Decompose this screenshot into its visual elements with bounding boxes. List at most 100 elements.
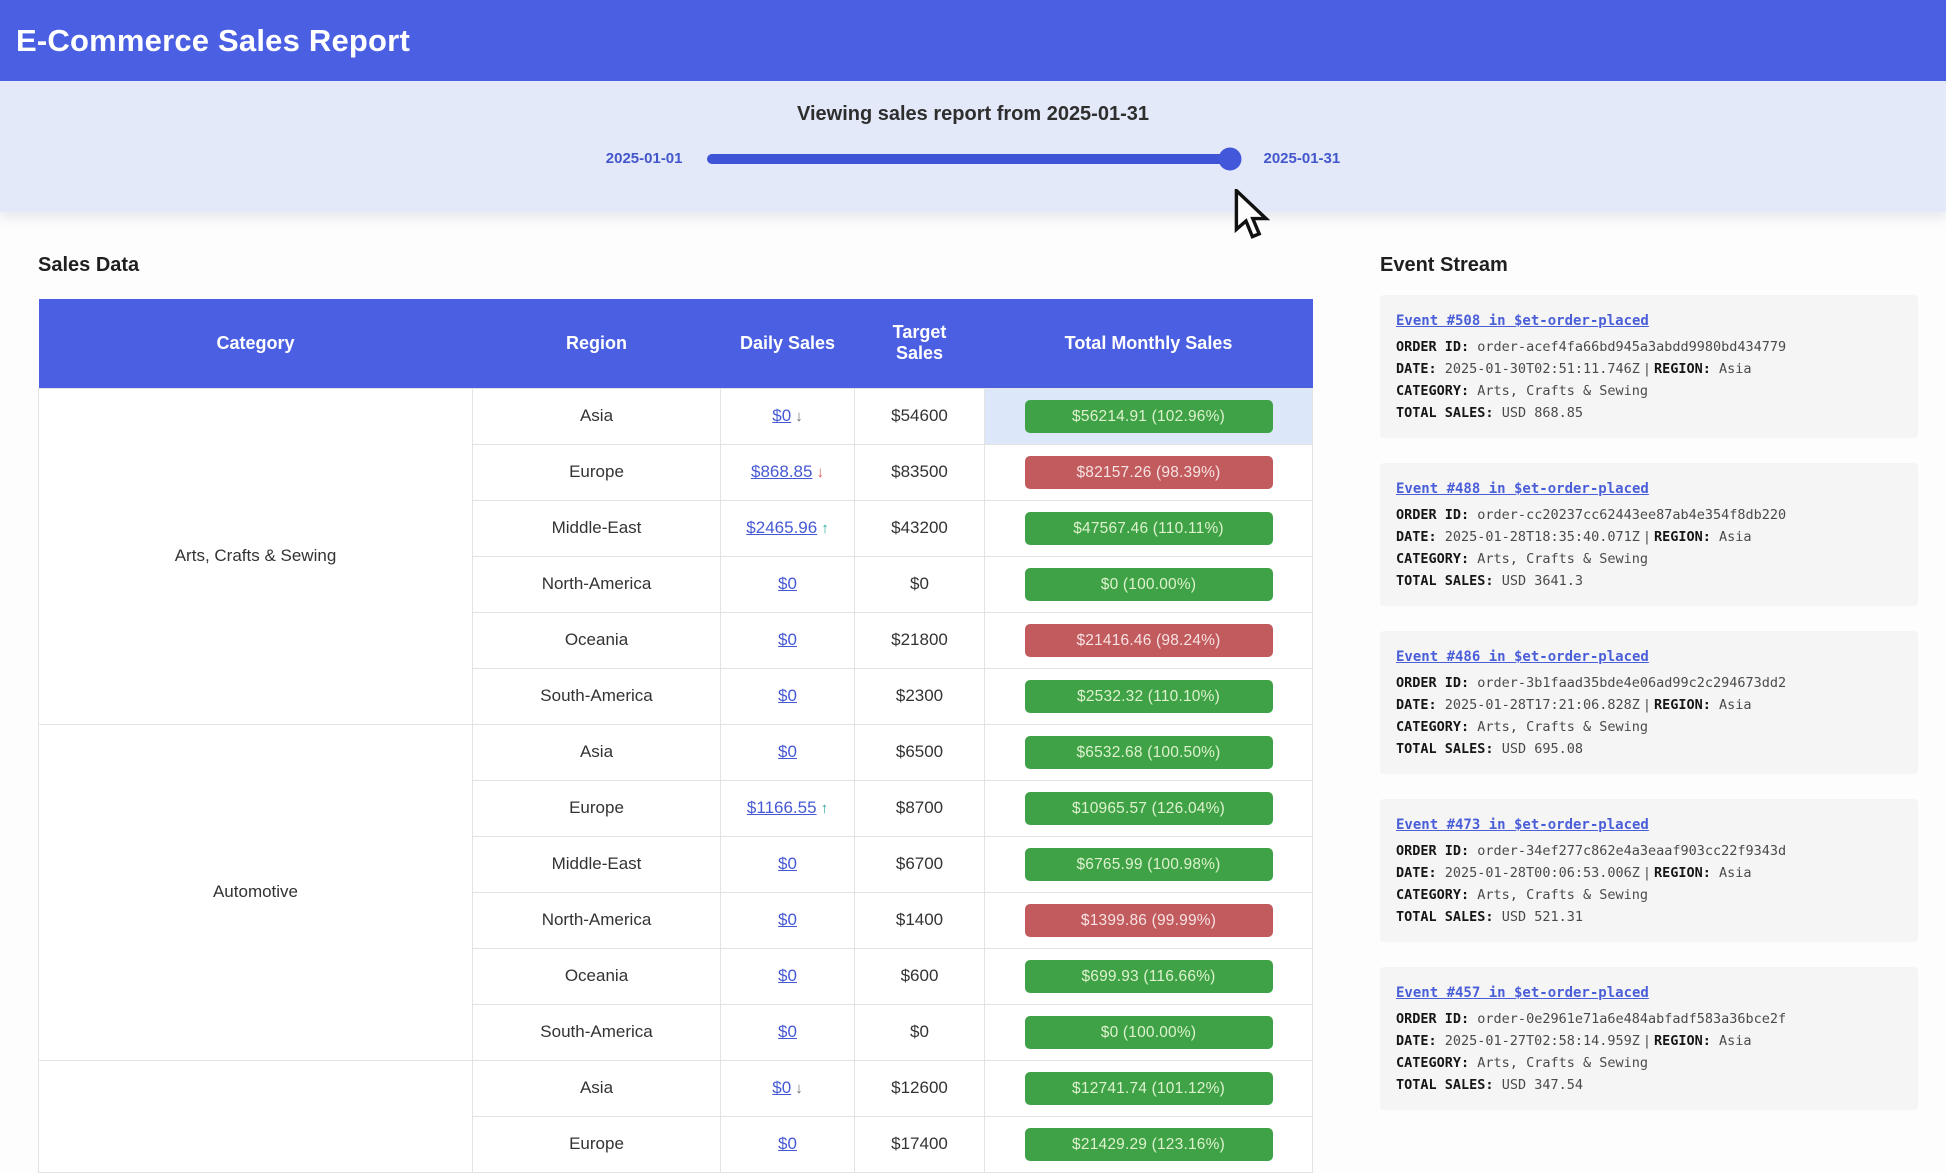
total-sales-cell: $21429.29 (123.16%) <box>984 1115 1313 1173</box>
target-sales-cell: $600 <box>854 947 985 1005</box>
total-sales-cell: $0 (100.00%) <box>984 555 1313 613</box>
event-card: Event #473 in $et-order-placed ORDER ID:… <box>1380 799 1918 942</box>
total-sales-badge: $0 (100.00%) <box>1024 567 1273 601</box>
region-cell: North-America <box>472 555 721 613</box>
total-sales-cell: $82157.26 (98.39%) <box>984 443 1313 501</box>
total-sales-cell: $10965.57 (126.04%) <box>984 779 1313 837</box>
region-cell: Europe <box>472 779 721 837</box>
sales-section: Sales Data Category Region Daily Sales T… <box>38 212 1313 1173</box>
total-sales-cell: $699.93 (116.66%) <box>984 947 1313 1005</box>
total-sales-badge: $6532.68 (100.50%) <box>1024 735 1273 769</box>
col-header-target-sales: Target Sales <box>854 299 985 388</box>
table-row: Automotive Asia $0 $6500 $6532.68 (100.5… <box>38 723 1313 1061</box>
target-sales-cell: $6500 <box>854 723 985 781</box>
region-cell: North-America <box>472 891 721 949</box>
category-value: Arts, Crafts & Sewing <box>1477 383 1648 399</box>
slider-max-label: 2025-01-31 <box>1263 150 1341 167</box>
daily-sales-link[interactable]: $0 <box>778 630 797 649</box>
target-sales-cell: $0 <box>854 1003 985 1061</box>
total-sales-cell: $6532.68 (100.50%) <box>984 723 1313 781</box>
total-sales-badge: $10965.57 (126.04%) <box>1024 791 1273 825</box>
event-link[interactable]: Event #486 in $et-order-placed <box>1396 649 1649 665</box>
total-sales-cell: $6765.99 (100.98%) <box>984 835 1313 893</box>
target-sales-cell: $17400 <box>854 1115 985 1173</box>
daily-sales-link[interactable]: $0 <box>772 1078 792 1097</box>
trend-up-icon: ↑ <box>820 800 829 817</box>
region-value: Asia <box>1719 529 1752 545</box>
trend-down-icon: ↓ <box>795 1080 803 1097</box>
order-id-value: order-3b1faad35bde4e06ad99c2c294673dd2 <box>1477 675 1787 691</box>
sales-data-title: Sales Data <box>38 254 140 276</box>
date-value: 2025-01-27T02:58:14.959Z <box>1444 1033 1640 1049</box>
region-cell: Oceania <box>472 947 721 1005</box>
daily-sales-link[interactable]: $0 <box>778 1022 797 1041</box>
table-header-row: Category Region Daily Sales Target Sales… <box>38 299 1313 388</box>
region-cell: South-America <box>472 1003 721 1061</box>
total-sales-badge: $6765.99 (100.98%) <box>1024 847 1273 881</box>
total-sales-badge: $12741.74 (101.12%) <box>1024 1071 1273 1105</box>
trend-down-icon: ↓ <box>816 464 824 481</box>
region-cell: Asia <box>472 1059 721 1117</box>
target-sales-cell: $12600 <box>854 1059 985 1117</box>
col-header-category: Category <box>38 299 473 388</box>
event-card: Event #508 in $et-order-placed ORDER ID:… <box>1380 295 1918 438</box>
trend-down-icon: ↓ <box>795 408 803 425</box>
event-link[interactable]: Event #457 in $et-order-placed <box>1396 985 1649 1001</box>
table-row: Europe $868.85 ↓ $83500 $82157.26 (98.39%… <box>39 443 1313 501</box>
daily-sales-link[interactable]: $0 <box>778 854 797 873</box>
table-row: Europe $1166.55 ↑ $8700 $10965.57 (126.04… <box>39 779 1313 837</box>
total-sales-badge: $82157.26 (98.39%) <box>1024 455 1273 489</box>
category-value: Arts, Crafts & Sewing <box>1477 551 1648 567</box>
target-sales-cell: $54600 <box>854 387 985 445</box>
total-sales-value: USD 868.85 <box>1501 405 1583 421</box>
region-cell: Oceania <box>472 611 721 669</box>
total-sales-badge: $1399.86 (99.99%) <box>1024 903 1273 937</box>
app-header: E-Commerce Sales Report <box>0 0 1946 81</box>
slider-title: Viewing sales report from 2025-01-31 <box>796 103 1149 125</box>
total-sales-cell: $2532.32 (110.10%) <box>984 667 1313 725</box>
target-sales-cell: $1400 <box>854 891 985 949</box>
sales-table: Category Region Daily Sales Target Sales… <box>38 299 1313 1173</box>
date-slider[interactable] <box>706 147 1241 170</box>
table-row: North-America $0 $0 $0 (100.00%) <box>39 555 1313 613</box>
date-value: 2025-01-28T18:35:40.071Z <box>1444 529 1640 545</box>
category-value: Arts, Crafts & Sewing <box>1477 1055 1648 1071</box>
event-link[interactable]: Event #508 in $et-order-placed <box>1396 313 1649 329</box>
daily-sales-link[interactable]: $0 <box>778 966 797 985</box>
daily-sales-link[interactable]: $868.85 <box>751 462 813 481</box>
slider-min-label: 2025-01-01 <box>605 150 683 167</box>
order-id-value: order-0e2961e71a6e484abfadf583a36bce2f <box>1477 1011 1787 1027</box>
order-id-value: order-cc20237cc62443ee87ab4e354f8db220 <box>1477 507 1787 523</box>
daily-sales-link[interactable]: $0 <box>778 1134 797 1153</box>
slider-handle[interactable] <box>1218 147 1241 170</box>
target-sales-cell: $43200 <box>854 499 985 557</box>
category-value: Arts, Crafts & Sewing <box>1477 887 1648 903</box>
daily-sales-link[interactable]: $0 <box>772 406 792 425</box>
target-sales-cell: $0 <box>854 555 985 613</box>
daily-sales-link[interactable]: $1166.55 <box>746 798 817 817</box>
event-link[interactable]: Event #473 in $et-order-placed <box>1396 817 1649 833</box>
region-cell: Asia <box>472 387 721 445</box>
category-cell: Arts, Crafts & Sewing <box>38 387 473 725</box>
daily-sales-link[interactable]: $0 <box>778 574 797 593</box>
total-sales-cell: $12741.74 (101.12%) <box>984 1059 1313 1117</box>
event-card: Event #486 in $et-order-placed ORDER ID:… <box>1380 631 1918 774</box>
table-row: Oceania $0 $600 $699.93 (116.66%) <box>39 947 1313 1005</box>
table-row: Middle-East $2465.96 ↑ $43200 $47567.46 (… <box>39 499 1313 557</box>
region-cell: Middle-East <box>472 499 721 557</box>
total-sales-value: USD 521.31 <box>1501 909 1583 925</box>
event-link[interactable]: Event #488 in $et-order-placed <box>1396 481 1649 497</box>
region-value: Asia <box>1719 697 1752 713</box>
daily-sales-link[interactable]: $0 <box>778 742 797 761</box>
daily-sales-link[interactable]: $2465.96 <box>746 518 818 537</box>
table-row: North-America $0 $1400 $1399.86 (99.99%) <box>39 891 1313 949</box>
order-id-value: order-34ef277c862e4a3eaaf903cc22f9343d <box>1477 843 1787 859</box>
daily-sales-link[interactable]: $0 <box>778 686 797 705</box>
total-sales-badge: $21429.29 (123.16%) <box>1024 1127 1273 1161</box>
table-row: South-America $0 $0 $0 (100.00%) <box>39 1003 1313 1061</box>
daily-sales-link[interactable]: $0 <box>778 910 797 929</box>
region-cell: Europe <box>472 1115 721 1173</box>
date-value: 2025-01-28T00:06:53.006Z <box>1444 865 1640 881</box>
target-sales-cell: $21800 <box>854 611 985 669</box>
